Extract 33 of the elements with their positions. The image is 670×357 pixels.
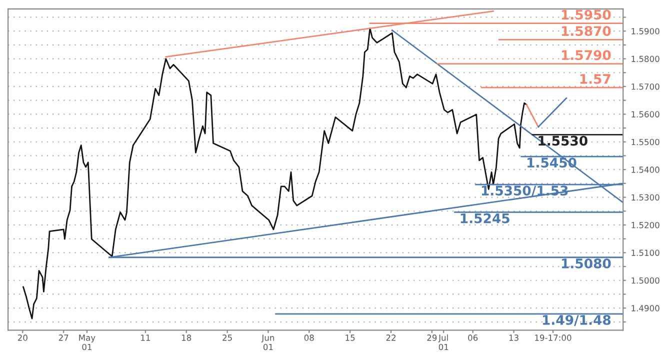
x-tick-label: 29 — [427, 334, 437, 341]
x-tick-label: May 01 — [79, 334, 96, 350]
y-tick-label: 1.5400 — [632, 166, 660, 173]
y-tick-label: 1.5600 — [632, 111, 660, 118]
y-tick-label: 1.5700 — [632, 83, 660, 90]
series-label: 1.57 — [580, 74, 610, 84]
y-tick-label: 1.5900 — [632, 28, 660, 34]
y-tick-label: 1.5100 — [632, 250, 660, 256]
x-tick-label: 25 — [222, 334, 232, 341]
y-tick-label: 1.5300 — [632, 194, 660, 201]
x-tick-label: 08 — [304, 334, 314, 341]
x-tick-label: Jun 01 — [261, 334, 274, 350]
y-tick-label: 1.4900 — [632, 305, 660, 312]
series-label: 1.5870 — [562, 26, 611, 36]
series-label: 1.5950 — [562, 10, 611, 20]
x-tick-label: 15 — [346, 334, 355, 341]
y-tick-label: 1.5500 — [632, 138, 660, 146]
series-label: 1.5245 — [460, 213, 510, 224]
y-tick-label: 1.5200 — [632, 222, 660, 228]
x-tick-label: 20 — [18, 334, 28, 341]
x-tick-label: 27 — [58, 334, 68, 341]
x-tick-label: 11 — [141, 334, 150, 341]
x-tick-label: 06 — [468, 334, 478, 341]
x-tick-label: Jul 01 — [438, 334, 448, 350]
y-tick-label: 1.5000 — [632, 277, 660, 284]
series-label: 1.49/1.48 — [542, 314, 611, 326]
x-tick-label: 22 — [386, 334, 396, 341]
series-label: 1.5080 — [562, 258, 611, 268]
x-tick-label: 18 — [182, 334, 192, 341]
x-tick-label: 13 — [509, 334, 518, 341]
series-label: 1.5790 — [562, 50, 611, 60]
x-tick-label: 19-17:00 — [535, 334, 572, 341]
y-tick-label: 1.5800 — [632, 56, 660, 62]
